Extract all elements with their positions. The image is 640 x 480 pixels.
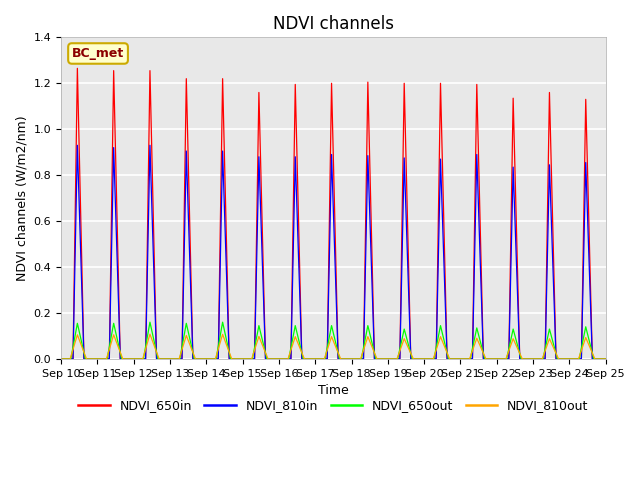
Y-axis label: NDVI channels (W/m2/nm): NDVI channels (W/m2/nm): [15, 115, 28, 281]
X-axis label: Time: Time: [318, 384, 349, 397]
NDVI_650out: [461, 356, 468, 362]
NDVI_810out: [602, 356, 609, 362]
NDVI_810in: [602, 356, 609, 362]
NDVI_810out: [461, 356, 468, 362]
Line: NDVI_810out: NDVI_810out: [61, 334, 605, 359]
Line: NDVI_810in: NDVI_810in: [61, 145, 605, 359]
NDVI_650out: [602, 356, 609, 362]
NDVI_810out: [255, 336, 262, 341]
NDVI_650in: [380, 356, 387, 362]
NDVI_810in: [84, 356, 92, 362]
NDVI_650in: [84, 356, 92, 362]
NDVI_650in: [255, 127, 262, 133]
NDVI_650out: [490, 356, 498, 362]
Legend: NDVI_650in, NDVI_810in, NDVI_650out, NDVI_810out: NDVI_650in, NDVI_810in, NDVI_650out, NDV…: [74, 394, 593, 417]
NDVI_810out: [380, 356, 387, 362]
Text: BC_met: BC_met: [72, 47, 124, 60]
NDVI_650out: [403, 337, 411, 343]
NDVI_810in: [255, 182, 262, 188]
NDVI_650in: [461, 356, 468, 362]
NDVI_810in: [490, 356, 498, 362]
NDVI_650out: [57, 356, 65, 362]
NDVI_650in: [602, 356, 609, 362]
NDVI_810in: [461, 356, 468, 362]
NDVI_810out: [57, 356, 65, 362]
NDVI_650in: [74, 65, 81, 71]
NDVI_810out: [146, 331, 154, 337]
NDVI_810in: [403, 245, 411, 251]
Title: NDVI channels: NDVI channels: [273, 15, 394, 33]
NDVI_650in: [490, 356, 498, 362]
NDVI_650out: [146, 319, 154, 325]
NDVI_810in: [380, 356, 387, 362]
NDVI_650out: [255, 326, 262, 332]
NDVI_810in: [57, 356, 65, 362]
Line: NDVI_650in: NDVI_650in: [61, 68, 605, 359]
NDVI_810out: [490, 356, 498, 362]
NDVI_650in: [57, 356, 65, 362]
NDVI_650in: [403, 204, 411, 210]
NDVI_810out: [403, 342, 411, 348]
NDVI_810in: [74, 143, 81, 148]
Line: NDVI_650out: NDVI_650out: [61, 322, 605, 359]
NDVI_650out: [84, 356, 92, 362]
NDVI_810out: [84, 356, 92, 362]
NDVI_650out: [380, 356, 387, 362]
